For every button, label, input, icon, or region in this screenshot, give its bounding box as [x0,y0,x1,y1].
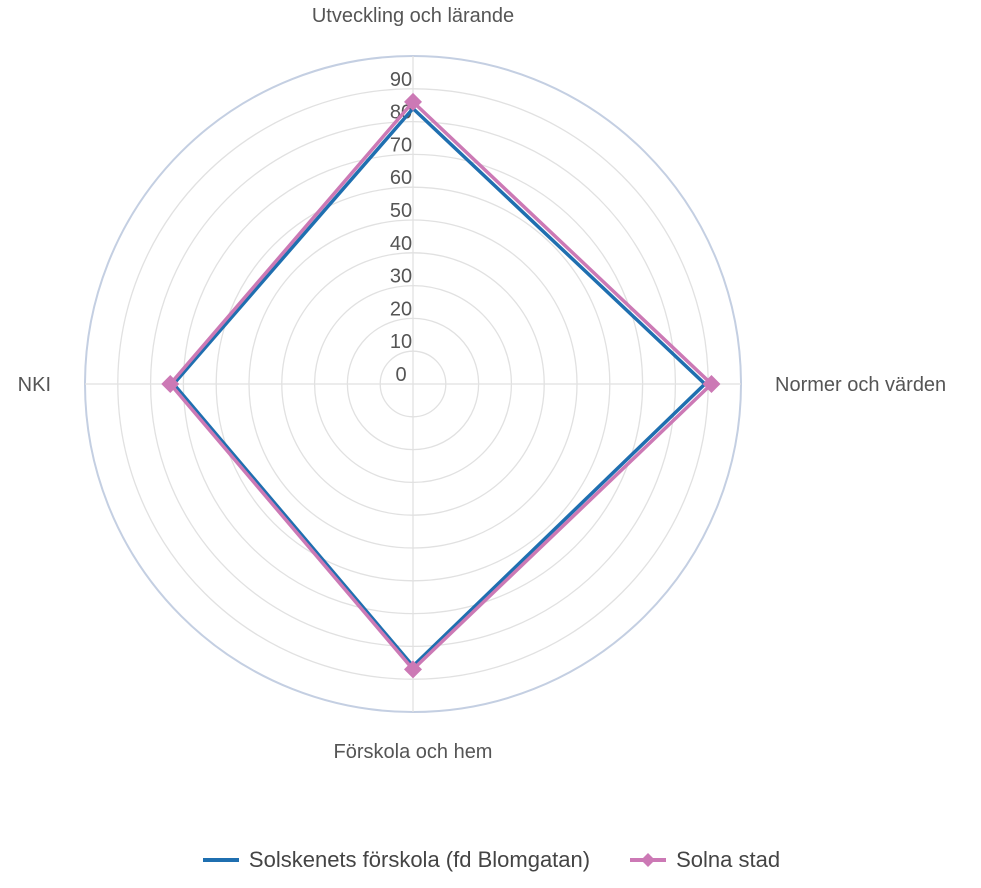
series-layer [161,92,721,679]
tick-label: 70 [390,134,412,156]
tick-label: 60 [390,167,412,189]
tick-label: 40 [390,233,412,255]
series-line-1 [171,106,707,668]
tick-label: 20 [390,298,412,320]
tick-label: 30 [390,266,412,288]
axis-label: Normer och värden [775,374,946,396]
tick-label: 50 [390,200,412,222]
axis-label: Förskola och hem [334,741,493,763]
legend-label-series-2: Solna stad [676,847,781,872]
legend: Solskenets förskola (fd Blomgatan) Solna… [0,840,981,880]
legend-label-series-1: Solskenets förskola (fd Blomgatan) [248,847,591,872]
axis-label: Utveckling och lärande [312,5,514,27]
series-2-point [404,660,422,679]
tick-label: 0 [395,364,406,386]
legend-diamond-swatch-icon [630,853,667,867]
series-2-point [404,92,422,111]
tick-label: 90 [390,69,412,91]
series-2-point [702,375,721,393]
legend-item-series-1[interactable]: Solskenets förskola (fd Blomgatan) [201,847,590,873]
radar-grid [84,55,742,713]
series-2-point [161,375,180,393]
legend-line-swatch-icon [202,858,239,862]
axis-labels: Utveckling och lärande Normer och värden F… [18,5,947,763]
tick-label: 10 [390,331,412,353]
legend-item-series-2[interactable]: Solna stad [628,847,780,873]
axis-label: NKI [18,374,51,396]
